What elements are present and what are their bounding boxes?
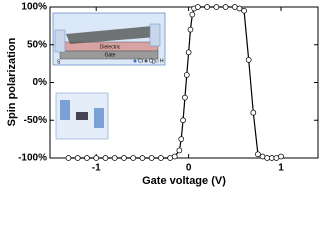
data-point: [178, 136, 185, 142]
inset-label: S: [57, 59, 61, 65]
data-point: [189, 11, 196, 18]
inset-device: [52, 12, 166, 66]
data-point: [241, 7, 247, 14]
data-point: [213, 4, 220, 10]
data-point: [183, 72, 190, 78]
data-point: [278, 153, 284, 160]
data-point: [250, 109, 257, 116]
data-point: [259, 153, 266, 160]
x-axis-title: Gate voltage (V): [142, 175, 226, 187]
chart: Spin polarization Gate voltage (V) Diele…: [6, 2, 319, 187]
data-point: [204, 4, 210, 10]
data-point: [65, 155, 72, 161]
data-point: [148, 155, 155, 161]
inset-label: Cr: [138, 58, 144, 64]
y-tick-label: -100%: [18, 153, 47, 164]
inset-label: Gate: [105, 52, 116, 58]
inset-label: H: [160, 58, 164, 64]
inset-label: D: [152, 59, 156, 65]
x-tick-label: -1: [92, 163, 101, 174]
data-point: [74, 155, 81, 161]
data-point: [139, 155, 146, 161]
x-tick-label: 1: [278, 163, 284, 174]
data-point: [93, 155, 100, 161]
data-point: [245, 56, 252, 63]
data-point: [180, 117, 186, 124]
inset-label: C: [149, 58, 153, 64]
data-point: [185, 49, 192, 56]
data-point: [121, 155, 127, 161]
data-point: [231, 4, 238, 10]
data-point: [268, 155, 275, 161]
page: Spin polarization Gate voltage (V) Diele…: [5, 1, 319, 187]
y-tick-label: -50%: [24, 115, 47, 126]
data-point: [187, 26, 194, 33]
data-point: [182, 94, 188, 101]
data-point: [255, 151, 261, 158]
y-tick-label: 0%: [33, 77, 48, 88]
y-tick-label: 50%: [27, 39, 47, 50]
data-point: [236, 5, 243, 12]
data-point: [171, 153, 178, 160]
data-point: [273, 155, 280, 161]
data-point: [102, 155, 109, 161]
data-point: [84, 155, 90, 161]
x-tick-label: 0: [186, 163, 192, 174]
data-point: [195, 4, 201, 10]
y-tick-label: 100%: [21, 2, 47, 13]
data-point: [264, 155, 271, 161]
data-point: [158, 155, 164, 161]
inset-label: Dielectric: [100, 44, 121, 50]
y-axis-title: Spin polarization: [6, 37, 18, 126]
inset-band: [55, 92, 109, 140]
data-point: [167, 155, 173, 161]
data-point: [130, 155, 137, 161]
data-point: [222, 4, 229, 10]
data-point: [176, 147, 183, 154]
data-point: [111, 155, 118, 161]
